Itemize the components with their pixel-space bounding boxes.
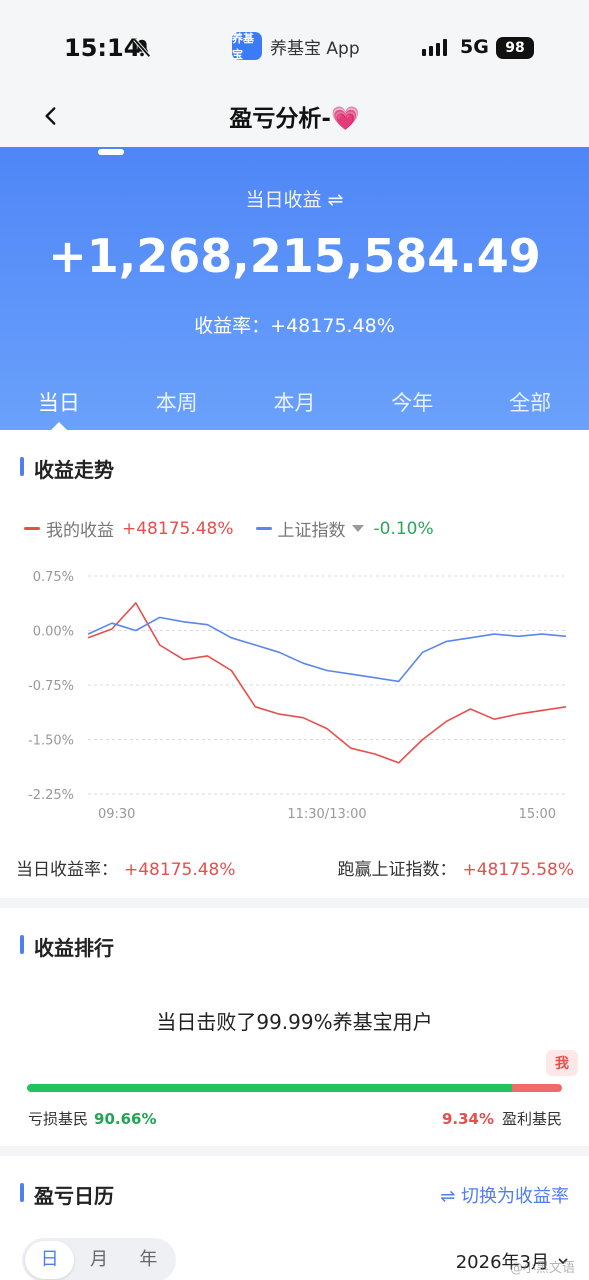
rank-card: 收益排行 当日击败了99.99%养基宝用户 我 亏损基民 90.66% 9.34%… (0, 908, 589, 1146)
trend-stats: 当日收益率： +48175.48% 跑赢上证指数： +48175.58% (16, 855, 574, 880)
legend-mine-value: +48175.48% (122, 518, 234, 539)
tab-year[interactable]: 今年 (391, 391, 434, 415)
period-tabs: 当日 本周 本月 今年 全部 (0, 383, 589, 430)
section-title-trend: 收益走势 (20, 454, 114, 483)
daily-profit-label[interactable]: 当日收益 ⇌ (245, 189, 344, 211)
profit-users-label: 盈利基民 (501, 1110, 562, 1128)
daily-profit-value: +1,268,215,584.49 (48, 229, 541, 283)
me-marker-badge: 我 (546, 1050, 578, 1076)
rank-bar-loss-segment (27, 1084, 513, 1092)
page-title: 盈亏分析-💗 (229, 106, 360, 132)
x-tick-label: 11:30/13:00 (287, 807, 366, 822)
y-tick-label: -0.75% (28, 679, 74, 694)
profit-summary-panel: 当日收益 ⇌ +1,268,215,584.49 收益率：+48175.48% … (0, 147, 589, 430)
drag-handle[interactable] (98, 149, 124, 155)
rank-bar (27, 1084, 562, 1092)
back-arrow-icon[interactable] (38, 103, 64, 129)
switch-to-rate-button[interactable]: ⇌ 切换为收益率 (440, 1186, 569, 1207)
daily-return-rate: 收益率：+48175.48% (194, 315, 395, 337)
section-title-rank: 收益排行 (20, 932, 114, 961)
daily-rate-label: 当日收益率： (16, 860, 118, 880)
loss-users-label: 亏损基民 (28, 1110, 89, 1128)
legend-index-label[interactable]: 上证指数 (277, 521, 346, 541)
bell-muted-icon (133, 38, 151, 58)
status-app-name: 养基宝 App (270, 38, 360, 59)
section-title-calendar: 盈亏日历 (20, 1180, 114, 1209)
month-picker[interactable]: 2026年3月 (456, 1248, 569, 1274)
tab-day[interactable]: 当日 (0, 383, 118, 430)
y-tick-label: 0.75% (33, 570, 74, 585)
beat-index-value: +48175.58% (462, 860, 574, 880)
tab-week[interactable]: 本周 (155, 391, 198, 415)
segment-day[interactable]: 日 (25, 1241, 75, 1279)
watermark: @小黑文语 (509, 1261, 575, 1276)
legend-swatch-index (255, 527, 272, 530)
tab-month[interactable]: 本月 (273, 391, 316, 415)
app-logo-icon: 养基宝 (232, 32, 262, 61)
loss-users-stat: 亏损基民 90.66% (28, 1108, 157, 1129)
nav-bar: 盈亏分析-💗 (0, 95, 589, 147)
y-tick-label: 0.00% (33, 625, 74, 640)
daily-rate-value: +48175.48% (124, 860, 236, 880)
y-tick-label: -2.25% (28, 788, 74, 803)
series-line-mine (87, 602, 567, 764)
chevron-down-icon (558, 1258, 568, 1265)
battery-icon: 98 (496, 37, 534, 59)
trend-card: 收益走势 我的收益 +48175.48% 上证指数 -0.10% 0.75% 0.… (0, 430, 589, 898)
status-bar: 15:14 养基宝 养基宝 App 5G 98 (0, 0, 589, 95)
trend-line-chart[interactable]: 0.75% 0.00% -0.75% -1.50% -2.25% 09:30 11:30/1… (0, 558, 589, 828)
segment-month[interactable]: 月 (89, 1249, 108, 1270)
loss-users-pct: 90.66% (94, 1110, 157, 1128)
x-tick-label: 15:00 (519, 807, 556, 822)
tab-all[interactable]: 全部 (509, 391, 552, 415)
calendar-granularity-toggle: 日 月 年 (22, 1238, 176, 1280)
profit-users-stat: 9.34% 盈利基民 (442, 1108, 562, 1129)
rank-bar-profit-segment (512, 1084, 562, 1092)
status-app-indicator[interactable]: 养基宝 养基宝 App (232, 32, 360, 61)
profit-users-pct: 9.34% (441, 1110, 494, 1128)
status-time: 15:14 (64, 34, 141, 62)
chart-legend: 我的收益 +48175.48% 上证指数 -0.10% (24, 516, 434, 541)
legend-mine-label: 我的收益 (46, 521, 114, 541)
legend-index-value: -0.10% (373, 518, 434, 539)
segment-year[interactable]: 年 (139, 1249, 158, 1270)
x-tick-label: 09:30 (98, 807, 135, 822)
index-dropdown-caret-icon[interactable] (351, 525, 364, 532)
rank-headline: 当日击败了99.99%养基宝用户 (156, 1010, 433, 1034)
calendar-card: 盈亏日历 ⇌ 切换为收益率 日 月 年 2026年3月 @小黑文语 (0, 1156, 589, 1280)
series-line-index (87, 616, 567, 683)
beat-index-label: 跑赢上证指数： (337, 860, 457, 880)
y-tick-label: -1.50% (28, 734, 74, 749)
month-picker-label: 2026年3月 (455, 1252, 549, 1273)
legend-swatch-mine (24, 527, 40, 530)
network-type: 5G (460, 36, 489, 58)
cellular-signal-icon (422, 38, 447, 56)
